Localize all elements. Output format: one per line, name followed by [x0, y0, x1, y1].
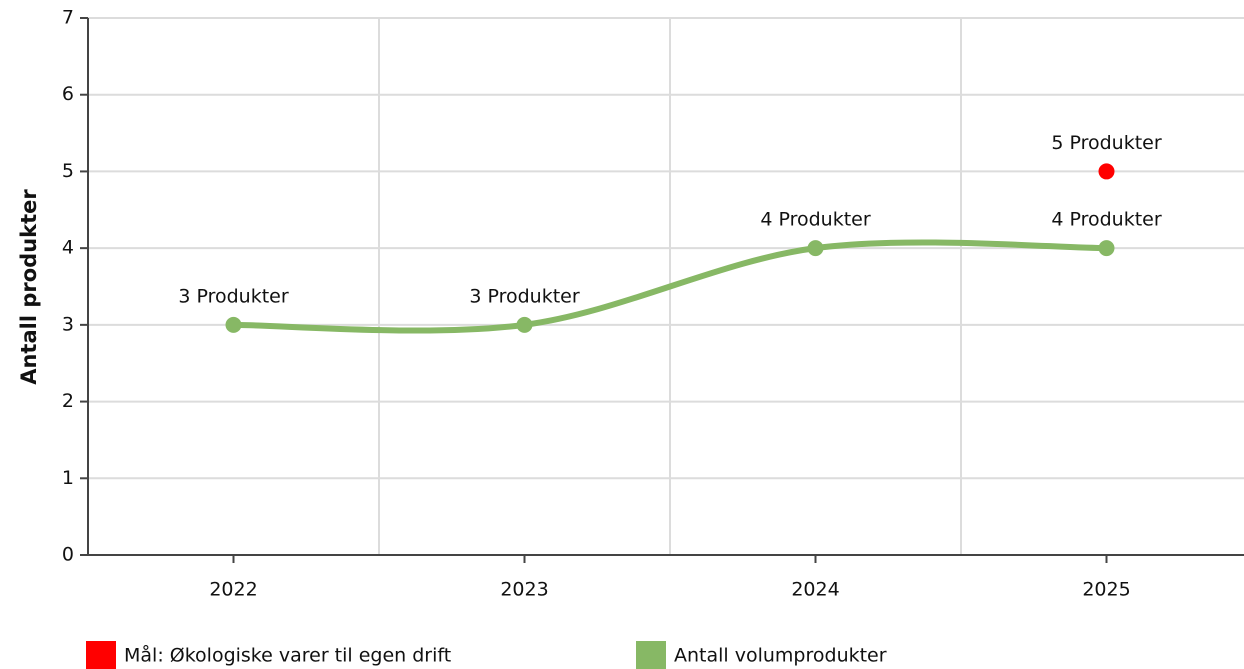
legend-label: Mål: Økologiske varer til egen drift — [124, 644, 451, 667]
series-line — [230, 239, 1110, 334]
x-tick-label: 2024 — [791, 579, 839, 601]
y-tick-label: 0 — [62, 544, 74, 566]
y-tick-label: 5 — [62, 160, 74, 182]
y-tick-label: 1 — [62, 467, 74, 489]
y-tick-label: 3 — [62, 313, 74, 335]
x-tick-label: 2022 — [209, 579, 257, 601]
data-label: 3 Produkter — [178, 285, 289, 307]
x-tick-label: 2025 — [1082, 579, 1130, 601]
y-tick-label: 4 — [62, 237, 74, 259]
data-label: 5 Produkter — [1051, 132, 1162, 154]
data-point — [1098, 163, 1115, 180]
data-point — [516, 316, 533, 333]
y-tick-label: 2 — [62, 390, 74, 412]
legend-swatch — [636, 641, 666, 669]
data-label: 4 Produkter — [760, 209, 871, 231]
y-tick-label: 6 — [62, 83, 74, 105]
data-label: 4 Produkter — [1051, 209, 1162, 231]
data-point — [1098, 240, 1115, 257]
data-label: 3 Produkter — [469, 285, 580, 307]
x-tick-label: 2023 — [500, 579, 548, 601]
data-point — [225, 316, 242, 333]
legend-swatch — [86, 641, 116, 669]
y-tick-label: 7 — [62, 7, 74, 29]
y-axis-label: Antall produkter — [17, 189, 41, 385]
data-point — [807, 240, 824, 257]
legend-label: Antall volumprodukter — [674, 645, 887, 667]
